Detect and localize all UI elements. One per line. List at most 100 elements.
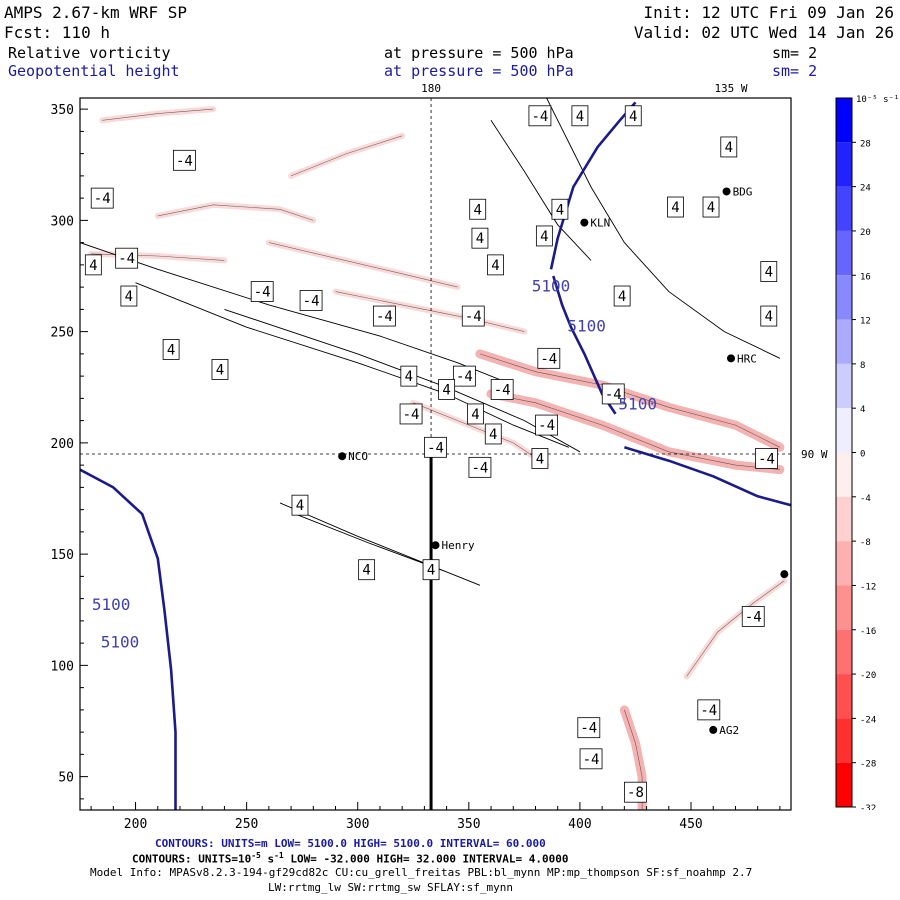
vorticity-label-text: 4 [476, 231, 484, 247]
colorbar-label--16: -16 [860, 627, 876, 637]
vorticity-label-text: -4 [94, 191, 111, 207]
station-markers: BDG KLN HRC NCO Henry AG2 [338, 185, 789, 737]
colorbar-segment-0 [836, 98, 852, 143]
vorticity-label-text: 4 [671, 200, 679, 216]
vorticity-label-40: 4 [358, 559, 376, 581]
station-name: Henry [442, 539, 475, 552]
height-label-4: 5100 [618, 395, 657, 414]
vorticity-label-20: -4 [372, 305, 396, 327]
station-name: AG2 [719, 724, 739, 737]
vorticity-label-10: 4 [471, 227, 489, 249]
vorticity-label-box [422, 559, 440, 581]
vorticity-label-box [601, 383, 625, 405]
field2-name: Geopotential height [8, 62, 180, 80]
vorticity-label-box [468, 456, 492, 478]
vorticity-label-4: 4 [720, 136, 738, 158]
vorticity-label-text: 4 [362, 563, 370, 579]
vorticity-label-text: 4 [296, 498, 304, 514]
vorticity-label-box [624, 105, 642, 127]
vorticity-label-text: -4 [472, 460, 489, 476]
vorticity-label-text: 4 [765, 265, 773, 281]
vorticity-label-text: 4 [125, 289, 133, 305]
vorticity-label-text: -4 [540, 351, 557, 367]
vorticity-label-box [471, 227, 489, 249]
vorticity-label-box [424, 436, 447, 458]
vorticity-label-text: 4 [471, 407, 479, 423]
colorbar-label--32: -32 [860, 804, 876, 810]
station-bdg: BDG [722, 185, 752, 198]
y-tick-label-350: 350 [51, 103, 74, 118]
vorticity-contour-labels: -4 4 4-44-44 4 444 44-44 44 -4-4 4-4 -4 44-44 4 -44-… [84, 105, 778, 803]
reference-label-135-W: 135 W [714, 82, 747, 95]
colorbar-segment-13 [836, 674, 852, 719]
positive-vorticity-contour-3 [279, 502, 481, 586]
vorticity-label-box [452, 365, 476, 387]
vorticity-label-box [760, 261, 778, 282]
vorticity-label-text: 4 [89, 258, 97, 274]
vorticity-label-41: 4 [422, 559, 440, 581]
y-tick-label-250: 250 [51, 326, 74, 341]
vorticity-label-28: 4 [438, 379, 456, 400]
colorbar-label-28: 28 [860, 139, 871, 149]
vorticity-label-text: 4 [405, 369, 413, 385]
colorbar-label-20: 20 [860, 228, 871, 238]
vorticity-label-22: 4 [760, 305, 778, 327]
vorticity-label-text: 4 [629, 109, 637, 125]
vorticity-label-box [90, 187, 114, 209]
vorticity-label-text: 4 [167, 342, 175, 358]
colorbar-units: 10⁻⁵ s⁻¹ [856, 95, 899, 105]
vorticity-label-box [667, 196, 684, 218]
footer-height-contours: CONTOURS: UNITS=m LOW= 5100.0 HIGH= 5100… [155, 837, 546, 850]
negative-vorticity-outline-2 [335, 291, 525, 332]
colorbar-segment-9 [836, 496, 852, 542]
vorticity-label-text: 4 [618, 289, 626, 305]
vorticity-label-text: -4 [494, 382, 511, 398]
height-contour-5100-3 [624, 446, 791, 507]
vorticity-label-box [571, 105, 589, 127]
vorticity-label-23: 4 [162, 339, 180, 360]
vorticity-label-box [291, 494, 309, 516]
vorticity-label-box [537, 347, 561, 369]
station-dot [780, 570, 789, 579]
reference-line-labels: 180 135 W 90 W [421, 82, 828, 461]
vorticity-label-19: 4 [613, 285, 631, 307]
station-name: HRC [737, 352, 757, 365]
field1-level: at pressure = 500 hPa [384, 44, 574, 62]
colorbar-label-12: 12 [860, 317, 871, 327]
vorticity-label-text: 4 [725, 140, 733, 156]
vorticity-label-text: 4 [765, 309, 773, 325]
colorbar-label--20: -20 [860, 671, 876, 681]
height-label-3: 5100 [567, 317, 606, 336]
negative-vorticity-outline-9 [686, 580, 785, 677]
vorticity-label-box [579, 748, 603, 770]
negative-vorticity-outline-4 [91, 253, 225, 261]
colorbar-label-24: 24 [860, 184, 871, 194]
vorticity-label-text: 4 [216, 362, 224, 378]
negative-vorticity-outline-0 [490, 393, 780, 470]
field1-smooth: sm= 2 [772, 44, 818, 62]
colorbar-segment-6 [836, 363, 852, 409]
vorticity-label-box [535, 225, 553, 247]
vorticity-label-42: -4 [741, 606, 765, 627]
vorticity-label-box [173, 149, 196, 171]
vorticity-label-box [211, 359, 229, 380]
vorticity-label-box [760, 305, 778, 327]
vorticity-label-text: -4 [605, 387, 622, 403]
vorticity-label-text: -4 [303, 293, 320, 309]
vorticity-label-box [490, 379, 514, 400]
colorbar-segment-7 [836, 408, 852, 453]
station-kln: KLN [580, 217, 610, 230]
vorticity-label-43: -4 [697, 699, 721, 721]
vorticity-label-text: 4 [442, 382, 450, 398]
vorticity-label-14: 4 [84, 254, 102, 276]
x-tick-label-200: 200 [124, 817, 147, 832]
vorticity-label-box [438, 379, 456, 400]
colorbar-label-4: 4 [860, 405, 865, 415]
colorbar-label--4: -4 [860, 494, 871, 504]
y-tick-label-200: 200 [51, 437, 74, 452]
colorbar-label--8: -8 [860, 538, 871, 548]
vorticity-label-box [755, 448, 778, 469]
vorticity-label-box [84, 254, 102, 276]
station-name: KLN [590, 217, 610, 230]
